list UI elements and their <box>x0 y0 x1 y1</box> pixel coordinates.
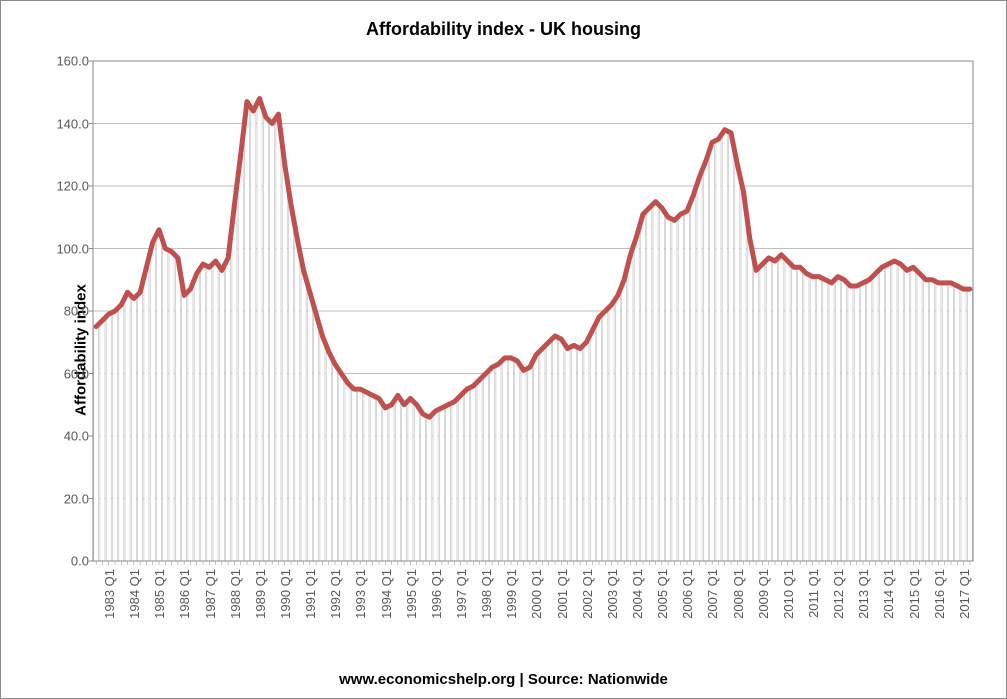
y-tick-label: 40.0 <box>64 429 89 444</box>
x-tick-label: 1996 Q1 <box>429 569 444 619</box>
x-tick-label: 2008 Q1 <box>731 569 746 619</box>
x-tick-label: 1997 Q1 <box>454 569 469 619</box>
x-tick-label: 2005 Q1 <box>655 569 670 619</box>
y-tick-label: 60.0 <box>64 366 89 381</box>
plot-area <box>93 61 973 561</box>
y-tick-label: 20.0 <box>64 491 89 506</box>
x-axis-tick-labels: 1983 Q1 1984 Q1 1985 Q1 1986 Q1 1987 Q1 1988 … <box>93 563 973 673</box>
y-tick-label: 0.0 <box>71 554 89 569</box>
x-tick-label: 1992 Q1 <box>328 569 343 619</box>
x-tick-label: 2012 Q1 <box>831 569 846 619</box>
x-tick-label: 2003 Q1 <box>605 569 620 619</box>
x-tick-label: 2007 Q1 <box>705 569 720 619</box>
x-tick-label: 2013 Q1 <box>856 569 871 619</box>
y-tick-label: 80.0 <box>64 304 89 319</box>
x-tick-label: 2004 Q1 <box>630 569 645 619</box>
x-tick-label: 1987 Q1 <box>203 569 218 619</box>
x-tick-label: 1999 Q1 <box>504 569 519 619</box>
chart-caption: www.economicshelp.org | Source: Nationwi… <box>1 671 1006 688</box>
x-tick-label: 2001 Q1 <box>555 569 570 619</box>
x-tick-label: 2016 Q1 <box>932 569 947 619</box>
x-tick-label: 2006 Q1 <box>680 569 695 619</box>
x-tick-label: 1986 Q1 <box>177 569 192 619</box>
x-tick-label: 2000 Q1 <box>529 569 544 619</box>
x-tick-label: 2015 Q1 <box>907 569 922 619</box>
x-tick-label: 2009 Q1 <box>756 569 771 619</box>
x-tick-label: 1998 Q1 <box>479 569 494 619</box>
chart-container: Affordability index - UK housing Afforda… <box>0 0 1007 699</box>
y-tick-label: 120.0 <box>56 179 89 194</box>
x-tick-label: 1984 Q1 <box>127 569 142 619</box>
x-tick-label: 1990 Q1 <box>278 569 293 619</box>
x-tick-label: 1988 Q1 <box>228 569 243 619</box>
x-tick-label: 1995 Q1 <box>404 569 419 619</box>
y-tick-label: 100.0 <box>56 241 89 256</box>
chart-title: Affordability index - UK housing <box>1 19 1006 40</box>
x-tick-label: 1989 Q1 <box>253 569 268 619</box>
x-tick-label: 2014 Q1 <box>881 569 896 619</box>
x-tick-label: 1994 Q1 <box>379 569 394 619</box>
plot-svg <box>93 61 973 561</box>
x-tick-label: 2017 Q1 <box>957 569 972 619</box>
y-tick-label: 140.0 <box>56 116 89 131</box>
x-tick-label: 2002 Q1 <box>580 569 595 619</box>
x-tick-label: 2011 Q1 <box>806 569 821 618</box>
x-tick-label: 1985 Q1 <box>152 569 167 619</box>
y-axis-tick-labels: 0.020.040.060.080.0100.0120.0140.0160.0 <box>49 61 89 561</box>
x-tick-label: 2010 Q1 <box>781 569 796 619</box>
x-tick-label: 1991 Q1 <box>303 569 318 619</box>
y-tick-label: 160.0 <box>56 54 89 69</box>
x-tick-label: 1993 Q1 <box>353 569 368 619</box>
x-tick-label: 1983 Q1 <box>102 569 117 619</box>
